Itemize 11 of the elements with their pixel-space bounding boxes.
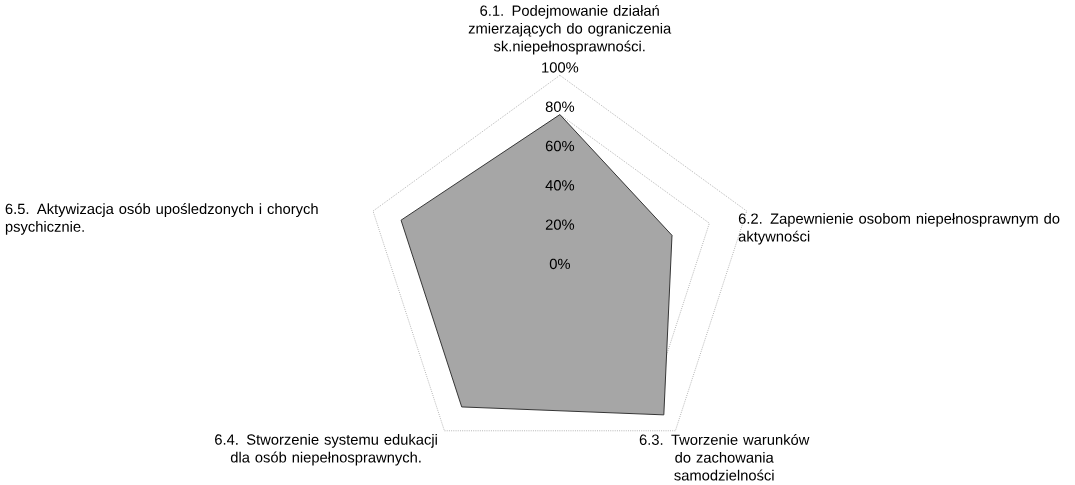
y-tick-label: 100% (542, 61, 579, 73)
y-tick-label: 0% (549, 258, 571, 269)
y-tick-label: 60% (545, 140, 575, 152)
spoke-label: 6.4. Stworzenie systemu edukacji dla osób niepełnosprawnych. (215, 433, 437, 466)
spoke-label: 6.2. Zapewnienie osobom niepełnosprawnym do aktywności (738, 212, 1060, 245)
y-tick-label: 80% (545, 101, 575, 112)
spoke-label: 6.1. Podejmowanie działań zmierzających do ograniczenia sk.niepełnosprawności. (468, 4, 672, 55)
y-tick-label: 40% (545, 179, 575, 191)
spoke-label: 6.5. Aktywizacja osób upośledzonych i chorych psychicznie. (5, 202, 318, 235)
spoke-label: 6.3. Tworzenie warunków do zachowania samodzielności (639, 433, 810, 481)
y-tick-label: 20% (545, 219, 575, 230)
